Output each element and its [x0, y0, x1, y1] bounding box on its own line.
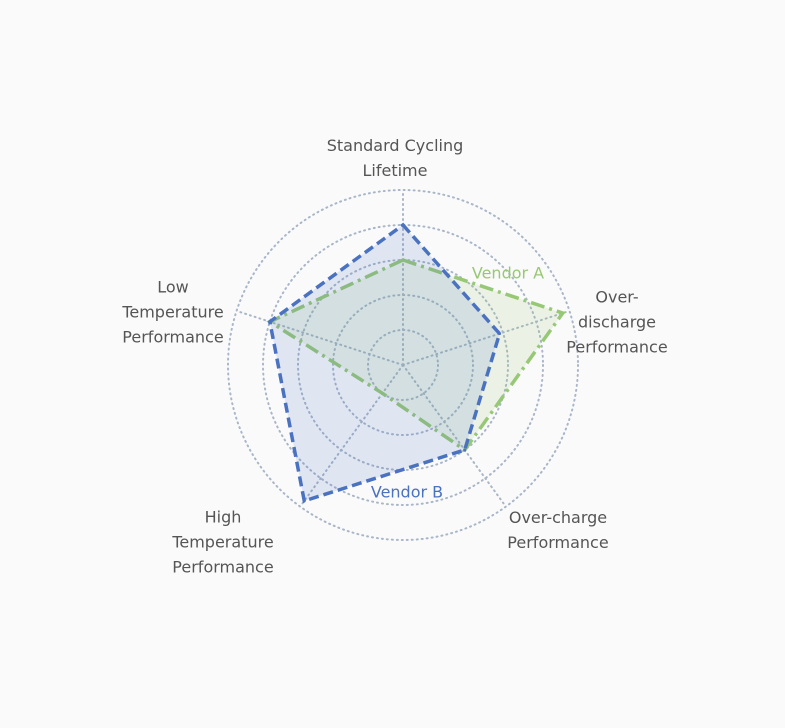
data-point	[302, 499, 306, 503]
data-point	[498, 332, 502, 336]
axis-label: Standard Cycling Lifetime	[326, 136, 464, 180]
axis-spoke	[299, 364, 404, 508]
series-area	[267, 222, 502, 504]
axis-spoke	[235, 309, 404, 366]
axis-label: Over- discharge Performance	[566, 287, 668, 357]
axis-spoke	[402, 364, 507, 508]
series-area	[266, 258, 566, 453]
data-point	[401, 258, 405, 262]
axis-spoke	[402, 309, 571, 366]
data-point	[380, 391, 384, 395]
grid-ring	[227, 189, 579, 541]
data-point	[268, 320, 272, 324]
data-point	[561, 311, 565, 315]
axis-label: Over-charge Performance	[507, 508, 609, 552]
axis-label: Low Temperature Performance	[122, 277, 224, 347]
series-label: Vendor B	[370, 482, 444, 502]
data-point	[463, 448, 467, 452]
data-point	[401, 223, 405, 227]
axis-label: High Temperature Performance	[172, 507, 274, 577]
series-label: Vendor A	[471, 263, 545, 283]
